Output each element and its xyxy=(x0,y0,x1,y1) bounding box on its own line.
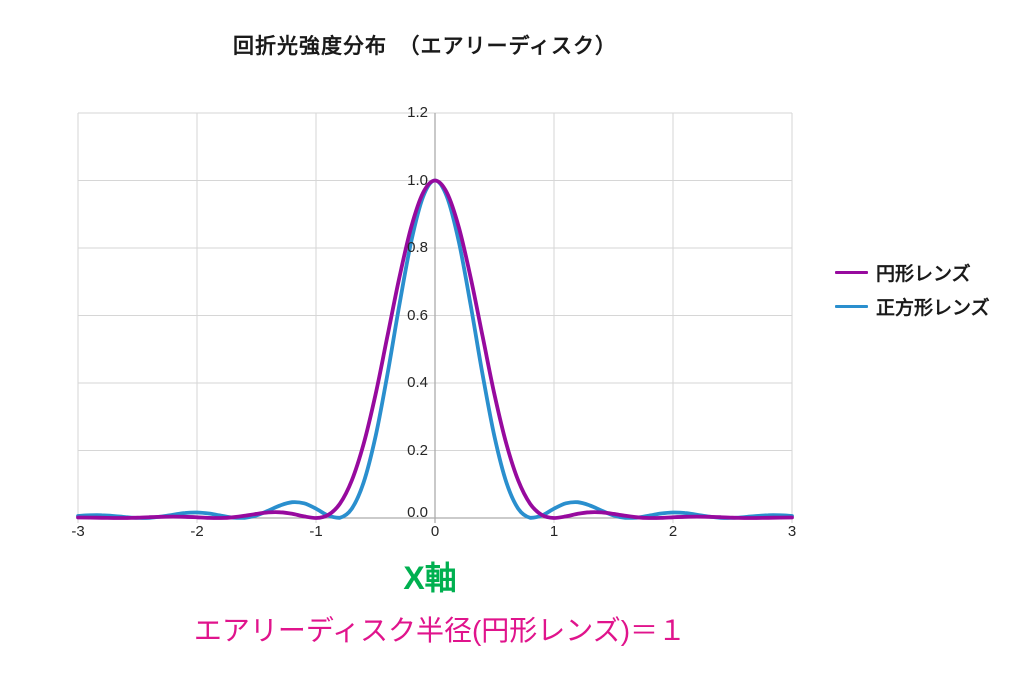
legend-label-circular: 円形レンズ xyxy=(876,263,971,285)
y-tick-label: 0.6 xyxy=(407,306,428,324)
x-tick-label: -3 xyxy=(71,523,85,540)
y-tick-label: 0.2 xyxy=(407,441,428,459)
y-tick-label: 1.0 xyxy=(407,171,428,189)
legend: 円形レンズ 正方形レンズ xyxy=(835,256,990,324)
legend-line-square-icon xyxy=(835,304,868,308)
x-tick-label: -2 xyxy=(190,523,204,540)
x-tick-label: 1 xyxy=(549,523,559,540)
x-tick-label: -1 xyxy=(309,523,323,540)
series-line-circular-lens xyxy=(76,178,794,520)
x-tick-label: 2 xyxy=(668,523,678,540)
chart-title: 回折光強度分布 （エアリーディスク） xyxy=(232,35,618,58)
legend-label-square: 正方形レンズ xyxy=(876,297,990,319)
y-tick-label: 0.4 xyxy=(407,374,428,391)
legend-item-square-lens: 正方形レンズ xyxy=(835,290,990,322)
x-tick-label: 0 xyxy=(430,523,440,540)
y-tick-label: 0.8 xyxy=(407,239,428,256)
y-tick-label: 1.2 xyxy=(407,104,428,121)
y-tick-label: 0.0 xyxy=(407,504,428,521)
footnote: エアリーディスク半径(円形レンズ)＝１ xyxy=(193,615,687,646)
x-axis-title: X軸 xyxy=(403,560,457,596)
x-tick-label: 3 xyxy=(787,523,797,540)
legend-item-circular-lens: 円形レンズ xyxy=(835,256,990,288)
legend-line-circular-icon xyxy=(835,270,868,274)
